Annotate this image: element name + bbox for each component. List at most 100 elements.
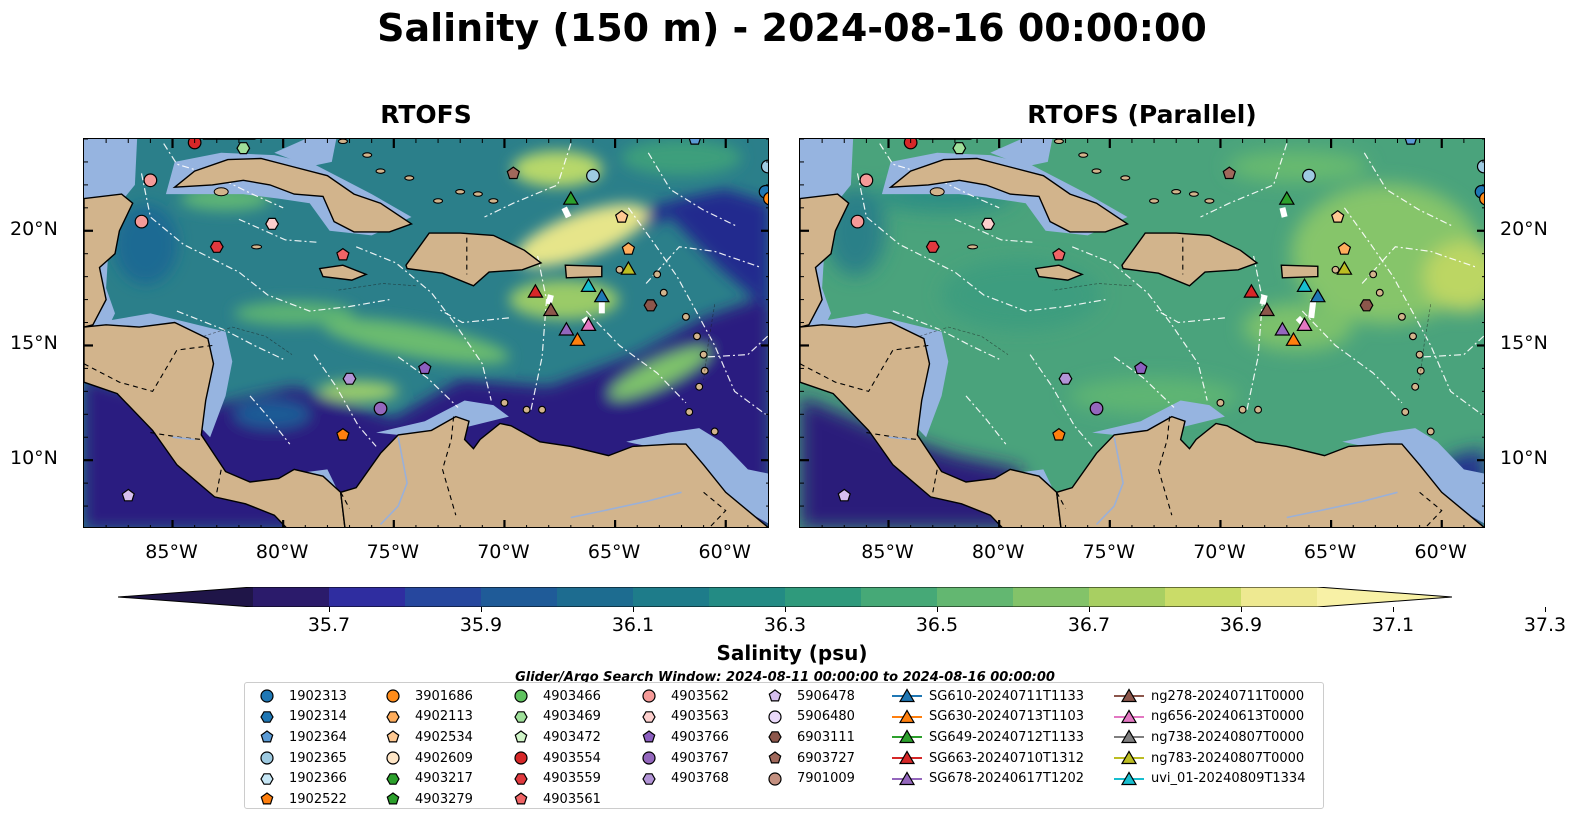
hexagon-marker-icon — [260, 711, 274, 723]
land-bahamas-island — [1053, 139, 1064, 145]
argo-float-marker — [1479, 192, 1484, 206]
lon-tick-label: 65°W — [587, 541, 641, 563]
land-antilles-island — [1216, 398, 1225, 407]
circle-marker-icon — [768, 772, 782, 786]
panel-title-rtofs: RTOFS — [380, 100, 472, 129]
colorbar-segment — [1165, 587, 1242, 607]
legend-label: 4903563 — [671, 709, 729, 725]
land-bahamas-island — [375, 168, 386, 174]
isobaths — [919, 283, 1432, 380]
argo-float-marker — [952, 142, 967, 155]
land-antilles-island — [685, 408, 694, 416]
land-antilles-island — [653, 270, 662, 279]
colorbar-tick-mark — [785, 607, 786, 612]
legend-item: 6903727 — [767, 748, 855, 769]
circle-marker-icon — [514, 751, 528, 765]
colorbar-label: Salinity (psu) — [716, 641, 868, 665]
land-antilles-island — [1409, 332, 1417, 341]
legend-label: 4903559 — [543, 771, 601, 787]
legend-item: 7901009 — [767, 768, 855, 789]
argo-float-marker — [1058, 372, 1073, 385]
glider-marker — [1258, 301, 1276, 317]
colorbar-segment — [1241, 587, 1318, 607]
legend-label: SG663-20240710T1312 — [929, 750, 1085, 766]
triangle-marker-icon — [1114, 709, 1144, 723]
legend-label: ng656-20240613T0000 — [1151, 709, 1305, 725]
argo-float-marker — [1302, 168, 1316, 183]
legend-label: 3901686 — [415, 688, 473, 704]
glider-marker — [562, 190, 579, 205]
lat-tick-label-right: 15°N — [1500, 332, 1548, 355]
land-jamaica — [318, 264, 368, 281]
colorbar — [117, 586, 1453, 608]
legend-item: 4903217 — [385, 768, 473, 789]
land-antilles-island — [1401, 408, 1410, 416]
land-bahamas-island — [1120, 175, 1131, 181]
legend-label: uvi_01-20240809T1334 — [1151, 771, 1306, 787]
land-bahamas-island — [488, 198, 499, 204]
map-svg — [800, 139, 1484, 527]
glider-marker — [620, 260, 637, 275]
triangle-marker-icon — [892, 729, 922, 744]
legend-label: 4903466 — [543, 688, 601, 704]
glider-marker — [1296, 316, 1313, 331]
legend-item: 1902364 — [259, 727, 347, 748]
land-antilles-island — [522, 405, 531, 414]
argo-float-marker — [1404, 139, 1417, 145]
argo-float-marker — [336, 247, 350, 261]
land-hispaniola — [1121, 232, 1259, 287]
colorbar-tick-mark — [633, 607, 634, 612]
legend-item: ng278-20240711T0000 — [1113, 686, 1305, 707]
colorbar-tick-label: 36.3 — [763, 614, 807, 636]
argo-float-marker — [418, 361, 432, 375]
legend-item: ng783-20240807T0000 — [1113, 748, 1305, 769]
legend-label: SG649-20240712T1133 — [929, 729, 1085, 745]
land-isla-juventud — [213, 187, 229, 197]
colorbar-segment — [633, 587, 710, 607]
colorbar-extend-low — [118, 587, 253, 607]
map-ticks — [84, 139, 768, 527]
legend-label: 1902313 — [289, 688, 347, 704]
land-antilles-island — [1369, 270, 1378, 279]
legend-label: 4903554 — [543, 750, 601, 766]
legend-item: SG663-20240710T1312 — [891, 748, 1084, 769]
land-antilles-island — [1426, 427, 1435, 436]
legend-item: 4903469 — [513, 707, 601, 728]
legend-label: 6903111 — [797, 729, 855, 745]
land-antilles-island — [1375, 288, 1384, 297]
argo-float-marker — [134, 214, 149, 229]
figure-title: Salinity (150 m) - 2024-08-16 00:00:00 — [377, 6, 1207, 50]
argo-float-marker — [265, 217, 280, 230]
hexagon-marker-icon — [768, 731, 782, 744]
glider-marker — [1296, 277, 1313, 292]
triangle-marker-icon — [1114, 729, 1144, 744]
glider-marker — [1274, 321, 1291, 336]
glider-marker — [580, 316, 597, 331]
circle-marker-icon — [386, 689, 400, 703]
land-bahamas-island — [472, 191, 483, 197]
lon-tick-label: 60°W — [1414, 541, 1467, 563]
legend-item: 6903111 — [767, 727, 855, 748]
colorbar-segment — [709, 587, 786, 607]
colorbar-segment — [1013, 587, 1090, 607]
argo-float-marker — [373, 401, 388, 416]
legend-label: 7901009 — [797, 771, 855, 787]
circle-marker-icon — [260, 751, 274, 765]
land-antilles-island — [1411, 382, 1420, 391]
colorbar-tick-mark — [1241, 607, 1242, 612]
legend-item: 4902609 — [385, 748, 473, 769]
land-antilles-island — [699, 350, 708, 359]
lat-tick-label-left: 10°N — [10, 447, 58, 470]
legend-label: 4903562 — [671, 688, 729, 704]
legend-label: 4902113 — [415, 709, 473, 725]
colorbar-tick-label: 36.9 — [1219, 614, 1263, 636]
lat-tick-label-right: 10°N — [1500, 447, 1548, 470]
argo-float-marker — [506, 166, 521, 180]
legend-label: 1902366 — [289, 771, 347, 787]
legend-item: 4902534 — [385, 727, 473, 748]
map-ticks — [800, 139, 1484, 527]
argo-float-marker — [621, 242, 636, 255]
legend-item: 1902365 — [259, 748, 347, 769]
legend-label: 4903767 — [671, 750, 729, 766]
legend-item: 4903562 — [641, 686, 729, 707]
